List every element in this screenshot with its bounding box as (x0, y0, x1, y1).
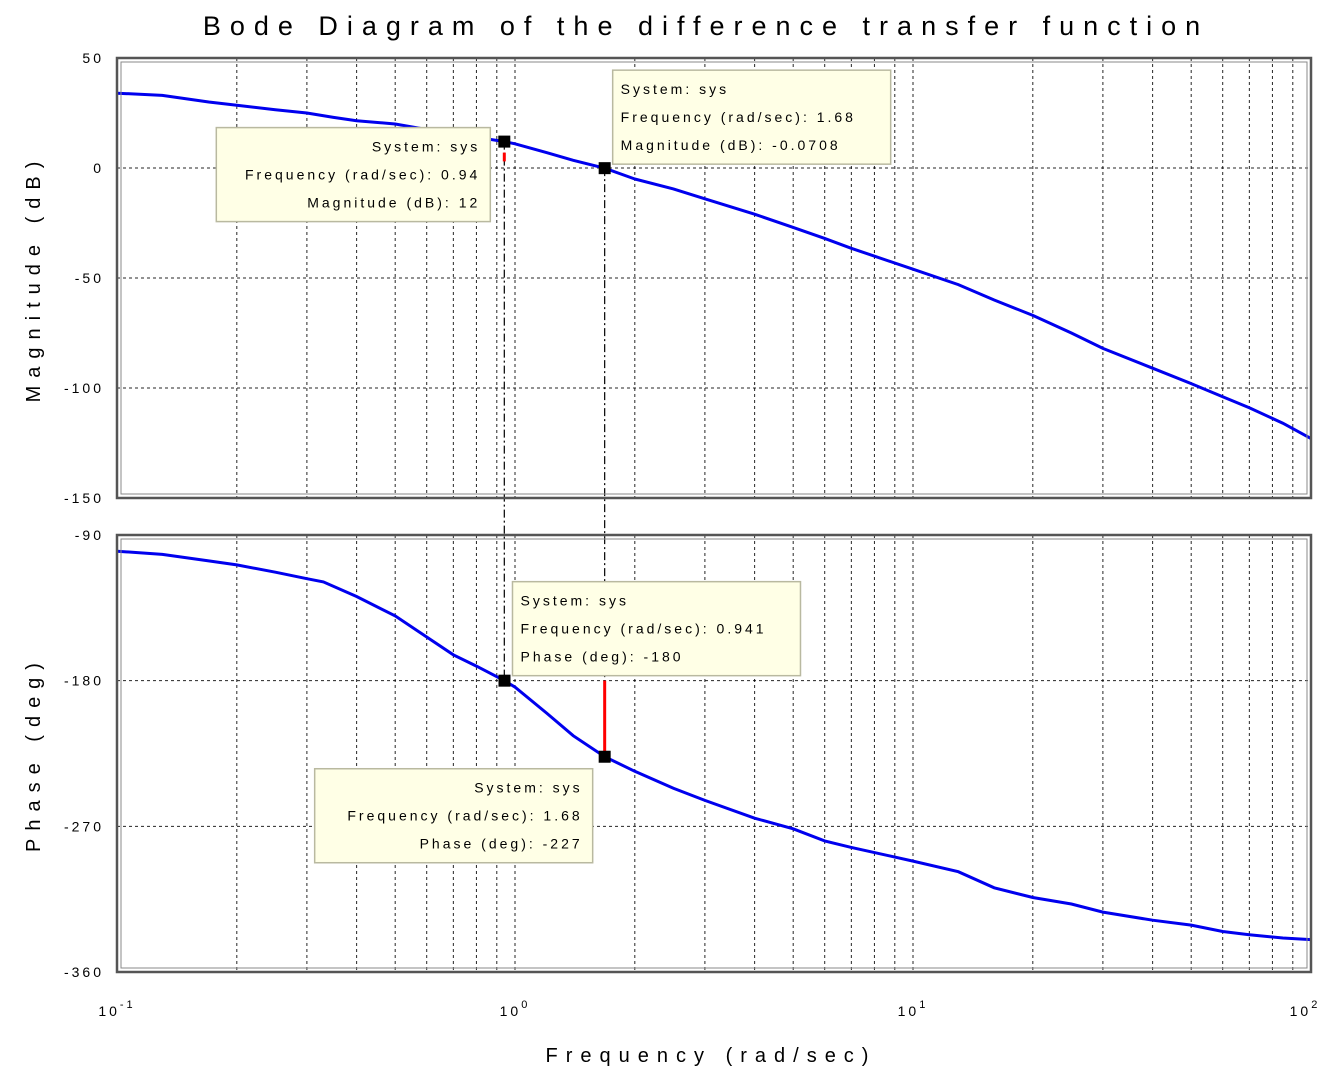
datatip-line: Magnitude (dB): -0.0708 (621, 137, 841, 153)
datatip-line: Phase (deg): -180 (520, 649, 683, 665)
magnitude-curve (116, 91, 1312, 440)
chart-title: Bode Diagram of the difference transfer … (203, 11, 1209, 41)
phase-datatip-marker[interactable] (598, 750, 611, 763)
datatip-line: System: sys (520, 593, 628, 609)
phase-datatip-marker[interactable] (498, 674, 511, 687)
datatip-box (611, 69, 892, 165)
phase-y-tick-label: -90 (75, 527, 104, 543)
datatip-line: System: sys (621, 81, 729, 97)
magnitude-y-tick-label: 0 (93, 160, 104, 176)
x-tick-label: 101 (898, 999, 929, 1019)
phase-axes-inner-frame (120, 538, 1308, 969)
magnitude-y-tick-label: -100 (64, 380, 104, 396)
magnitude-axes-frame (115, 56, 1313, 500)
x-tick-label: 10-1 (98, 999, 135, 1019)
phase-axes-frame (115, 533, 1313, 974)
datatip-line: Frequency (rad/sec): 0.941 (520, 621, 766, 637)
phase-y-tick-label: -360 (64, 964, 104, 980)
datatip-box (511, 580, 802, 677)
magnitude-axes-inner-frame (120, 61, 1308, 495)
x-axis-label: Frequency (rad/sec) (546, 1045, 877, 1067)
datatip-line: Frequency (rad/sec): 0.94 (245, 167, 480, 183)
phase-y-tick-label: -270 (64, 818, 104, 834)
datatip-line: Frequency (rad/sec): 1.68 (621, 109, 856, 125)
magnitude-datatip[interactable]: System: sys Frequency (rad/sec): 0.94 Magn… (215, 126, 492, 223)
phase-y-tick-label: -180 (64, 673, 104, 689)
magnitude-y-tick-label: 50 (82, 50, 104, 66)
datatip-box (313, 767, 594, 864)
datatip-line: Phase (deg): -227 (420, 836, 583, 852)
phase-datatip[interactable]: System: sys Frequency (rad/sec): 1.68 Phas… (313, 767, 594, 864)
magnitude-datatip-marker[interactable] (498, 135, 511, 148)
datatip-line: Frequency (rad/sec): 1.68 (347, 808, 582, 824)
magnitude-y-tick-label: -150 (64, 490, 104, 506)
magnitude-y-axis-label: Magnitude (dB) (23, 154, 45, 403)
datatip-line: System: sys (372, 139, 480, 155)
magnitude-datatip-marker[interactable] (598, 162, 611, 175)
phase-y-axis-label: Phase (deg) (23, 655, 45, 852)
datatip-box (215, 126, 492, 223)
x-tick-label: 102 (1290, 999, 1321, 1019)
datatip-line: Magnitude (dB): 12 (307, 195, 480, 211)
x-tick-label: 100 (500, 999, 531, 1019)
phase-curve (116, 549, 1312, 942)
phase-datatip[interactable]: System: sys Frequency (rad/sec): 0.941 Pha… (511, 580, 802, 677)
magnitude-y-tick-label: -50 (75, 270, 104, 286)
datatip-line: System: sys (474, 780, 582, 796)
magnitude-datatip[interactable]: System: sys Frequency (rad/sec): 1.68 Magn… (611, 69, 892, 165)
